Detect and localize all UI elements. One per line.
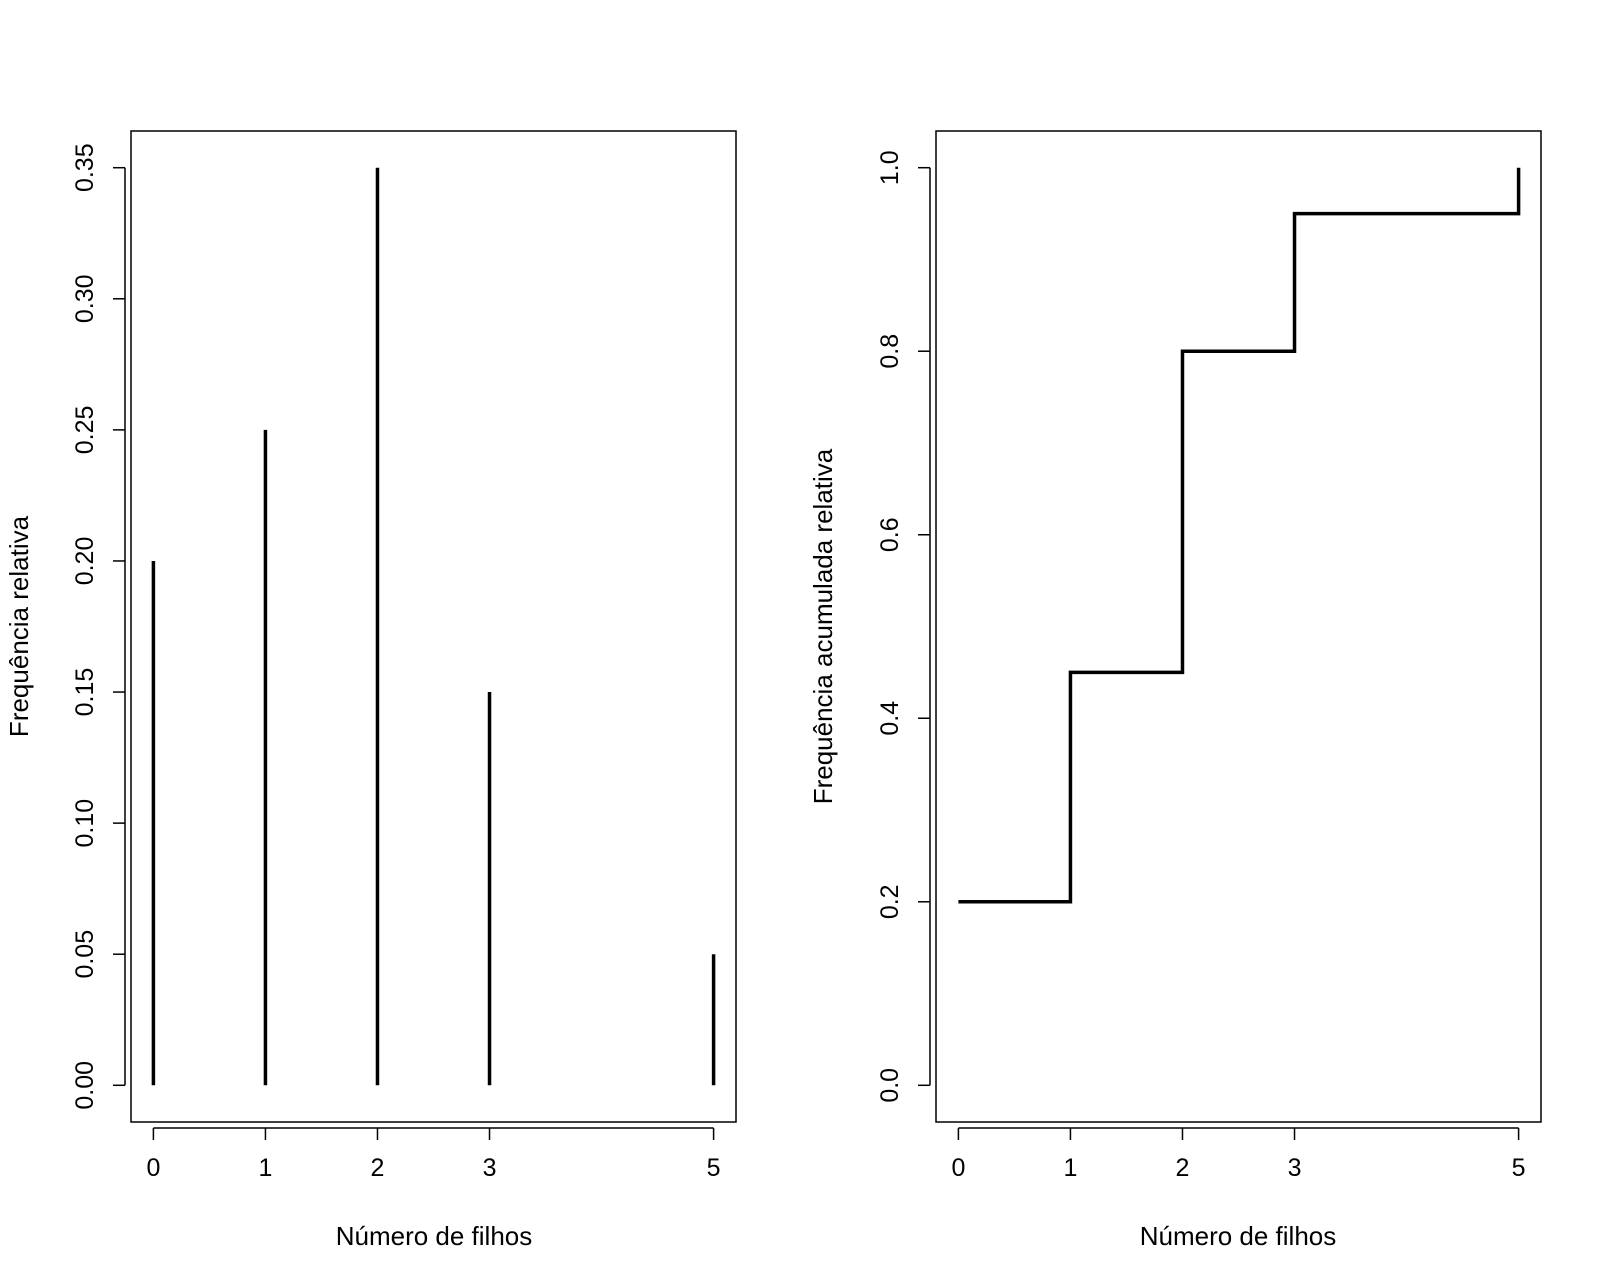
cumulative-step-line [958, 167, 1521, 904]
y-tick-label: 0.30 [71, 274, 99, 323]
plot-frame [935, 130, 1542, 1123]
x-tick-label: 1 [258, 1154, 272, 1182]
y-tick-label: 0.00 [71, 1061, 99, 1110]
x-tick-label: 5 [707, 1154, 721, 1182]
y-axis: 0.0 0.2 0.4 0.6 0.8 1.0 [876, 150, 931, 1103]
y-tick-label: 1.0 [876, 150, 904, 185]
x-tick-label: 0 [951, 1154, 965, 1182]
x-tick-label: 5 [1512, 1154, 1526, 1182]
x-tick-label: 1 [1063, 1154, 1077, 1182]
y-tick-label: 0.15 [71, 668, 99, 717]
x-axis-title: Número de filhos [336, 1221, 533, 1251]
x-tick-label: 2 [371, 1154, 385, 1182]
y-axis-title: Frequência relativa [4, 515, 34, 737]
y-tick-label: 0.20 [71, 537, 99, 586]
frequency-bars [151, 167, 716, 1086]
left-panel-relative-frequency: 0 1 2 3 5 0.00 0.05 0.10 0.15 0.20 0.25 0.30 0.35 N… [4, 130, 737, 1251]
plot-frame [130, 130, 737, 1123]
x-axis-title: Número de filhos [1140, 1221, 1337, 1251]
y-axis-title: Frequência acumulada relativa [808, 448, 838, 804]
cumulative-step-path [958, 167, 1521, 904]
x-tick-label: 3 [1288, 1154, 1302, 1182]
y-tick-label: 0.8 [876, 334, 904, 369]
y-tick-label: 0.6 [876, 517, 904, 552]
y-tick-label: 0.25 [71, 406, 99, 455]
x-tick-label: 2 [1176, 1154, 1190, 1182]
y-tick-label: 0.05 [71, 930, 99, 979]
y-axis: 0.00 0.05 0.10 0.15 0.20 0.25 0.30 0.35 [71, 143, 126, 1110]
y-tick-label: 0.4 [876, 701, 904, 736]
y-tick-label: 0.0 [876, 1068, 904, 1103]
x-axis: 0 1 2 3 5 [951, 1127, 1526, 1182]
y-tick-label: 0.2 [876, 884, 904, 919]
x-tick-label: 0 [146, 1154, 160, 1182]
y-tick-label: 0.35 [71, 143, 99, 192]
x-tick-label: 3 [483, 1154, 497, 1182]
right-panel-cumulative-frequency: 0 1 2 3 5 0.0 0.2 0.4 0.6 0.8 1.0 Número de filho… [808, 130, 1542, 1251]
x-axis: 0 1 2 3 5 [146, 1127, 721, 1182]
y-tick-label: 0.10 [71, 799, 99, 848]
